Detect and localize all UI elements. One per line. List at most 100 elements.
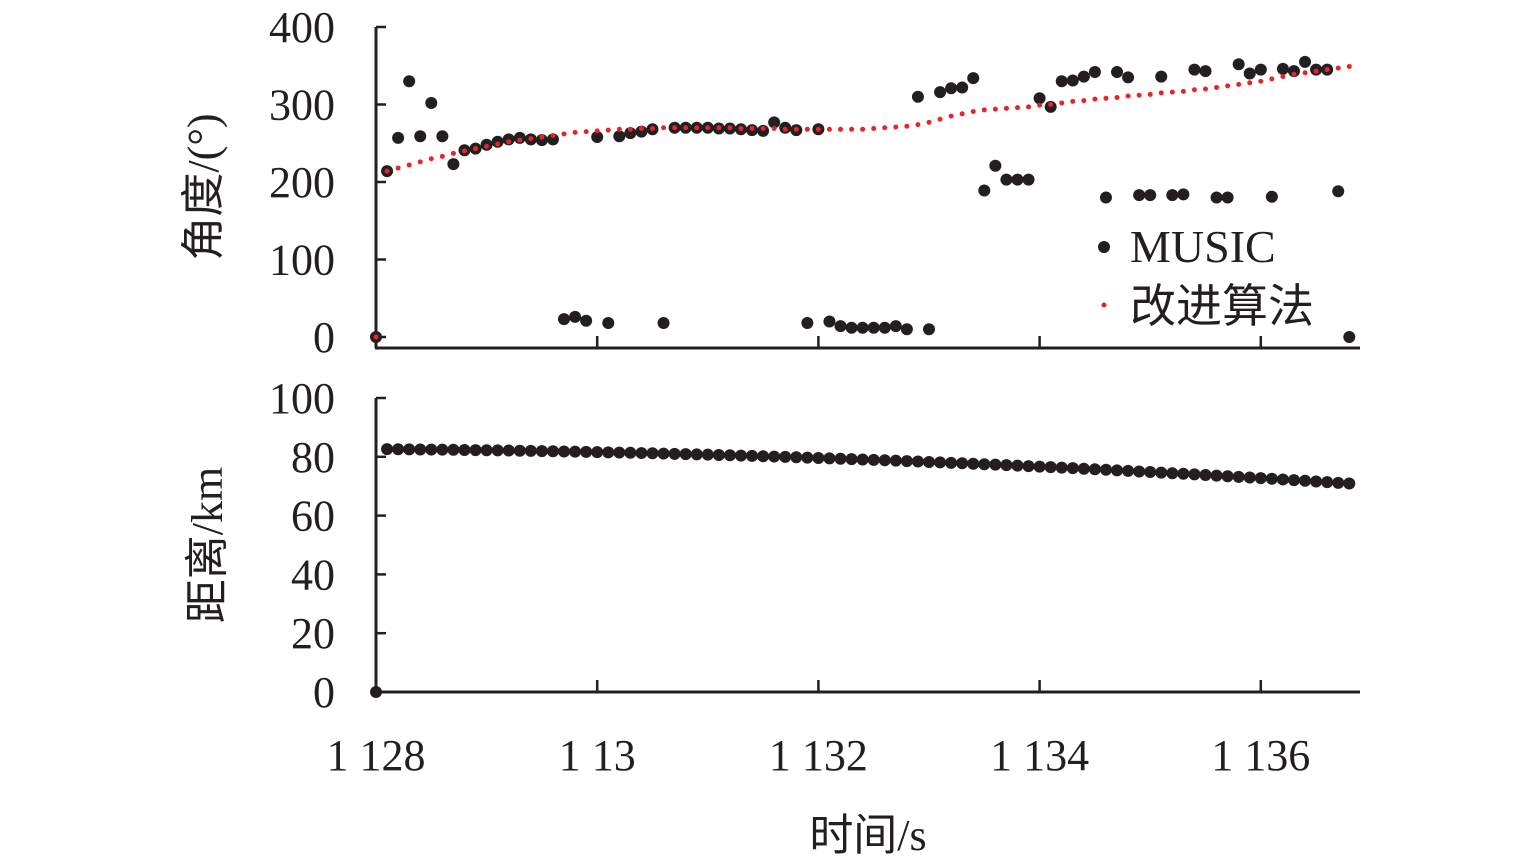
improved-point <box>1092 96 1098 102</box>
music-point <box>1287 65 1300 78</box>
improved-point <box>1048 102 1054 107</box>
improved-point <box>1191 87 1197 93</box>
improved-point <box>495 141 501 147</box>
improved-point <box>461 148 467 154</box>
improved-point <box>616 126 622 132</box>
music-point <box>1155 466 1168 479</box>
music-point <box>978 184 991 197</box>
music-point <box>856 321 869 334</box>
music-point <box>1321 476 1334 489</box>
music-point <box>370 686 382 698</box>
improved-point <box>793 126 799 132</box>
music-point <box>878 321 891 334</box>
improved-point <box>539 134 545 140</box>
angle-y-axis-title: 角度/(°) <box>179 113 228 260</box>
music-point <box>1033 92 1046 105</box>
improved-point <box>760 126 766 132</box>
music-point <box>779 450 792 463</box>
music-point <box>392 443 405 456</box>
y-tick-label: 200 <box>269 158 335 207</box>
music-point <box>923 455 935 468</box>
y-tick-label: 20 <box>291 609 335 658</box>
music-point <box>923 323 935 336</box>
music-point <box>1310 475 1323 488</box>
music-point <box>1343 331 1356 343</box>
improved-point <box>395 165 401 171</box>
music-point <box>569 310 582 323</box>
music-point <box>1210 469 1223 482</box>
music-point <box>801 317 814 330</box>
improved-point <box>1269 76 1275 82</box>
music-point <box>889 320 902 333</box>
y-tick-label: 60 <box>291 492 335 541</box>
music-point <box>1066 462 1079 475</box>
music-point <box>1133 189 1146 202</box>
music-point <box>447 158 460 171</box>
improved-point <box>749 126 755 132</box>
music-point <box>1177 188 1190 201</box>
improved-point <box>1014 105 1020 111</box>
improved-point <box>826 126 832 132</box>
music-point <box>535 445 548 458</box>
music-point <box>1299 55 1312 68</box>
music-point <box>1221 191 1234 204</box>
music-point <box>657 317 670 330</box>
improved-point <box>473 146 479 152</box>
music-point <box>546 133 559 146</box>
improved-point <box>1302 70 1308 76</box>
music-point <box>469 444 482 457</box>
improved-point <box>661 125 667 131</box>
improved-point <box>882 125 888 131</box>
improved-point <box>1158 90 1164 96</box>
improved-point <box>1258 78 1264 84</box>
music-point <box>1276 473 1289 486</box>
improved-point <box>804 126 810 132</box>
music-point <box>558 445 571 458</box>
music-point <box>690 448 703 461</box>
music-point <box>425 96 438 109</box>
improved-point <box>428 156 434 162</box>
music-point <box>1111 65 1124 78</box>
y-tick-label: 100 <box>269 236 335 285</box>
music-point <box>967 72 980 85</box>
music-point <box>1055 461 1068 474</box>
music-point <box>591 131 604 144</box>
music-point <box>1077 462 1090 475</box>
music-point <box>900 323 913 336</box>
improved-point <box>594 128 600 134</box>
improved-point <box>992 106 998 112</box>
music-point <box>845 453 858 466</box>
improved-point <box>550 133 556 138</box>
music-point <box>1265 472 1278 485</box>
music-point <box>635 125 648 138</box>
music-point <box>823 452 836 465</box>
music-point <box>956 457 969 470</box>
music-point <box>1144 466 1157 479</box>
music-point <box>1066 74 1079 87</box>
music-point <box>591 446 604 459</box>
music-point <box>768 116 781 129</box>
music-point <box>1199 468 1212 481</box>
improved-point <box>605 127 611 133</box>
improved-point <box>1103 95 1109 101</box>
music-point <box>823 315 836 328</box>
music-point <box>613 446 626 459</box>
legend-marker-improved <box>1101 302 1107 308</box>
music-point <box>967 457 980 470</box>
music-point <box>1133 465 1146 478</box>
music-point <box>1122 464 1135 477</box>
improved-point <box>860 126 866 132</box>
music-point <box>701 448 714 461</box>
improved-point <box>439 153 445 159</box>
music-point <box>624 127 637 140</box>
improved-point <box>1059 100 1065 106</box>
improved-point <box>782 126 788 132</box>
improved-point <box>683 125 689 131</box>
music-point <box>801 451 814 464</box>
y-tick-label: 0 <box>313 668 335 717</box>
improved-point <box>716 125 722 131</box>
music-point <box>580 445 593 458</box>
improved-point <box>1346 64 1352 70</box>
improved-point <box>970 108 976 114</box>
music-point <box>580 314 593 327</box>
